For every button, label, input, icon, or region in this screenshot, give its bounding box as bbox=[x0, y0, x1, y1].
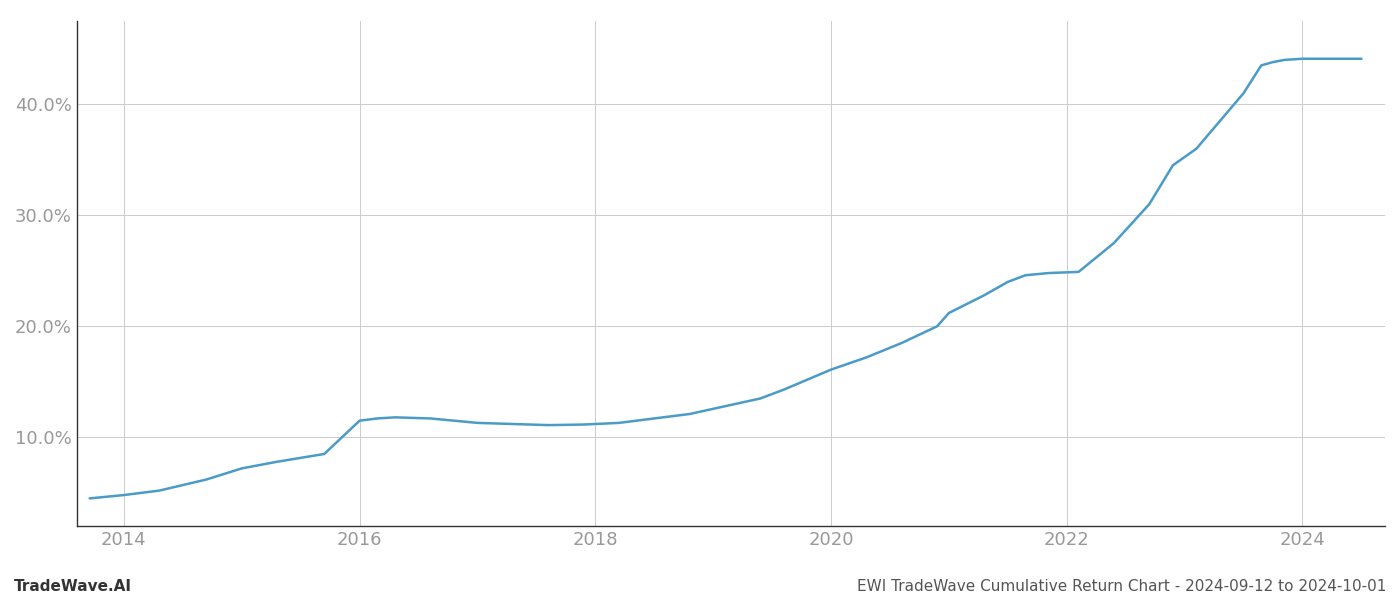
Text: EWI TradeWave Cumulative Return Chart - 2024-09-12 to 2024-10-01: EWI TradeWave Cumulative Return Chart - … bbox=[857, 579, 1386, 594]
Text: TradeWave.AI: TradeWave.AI bbox=[14, 579, 132, 594]
